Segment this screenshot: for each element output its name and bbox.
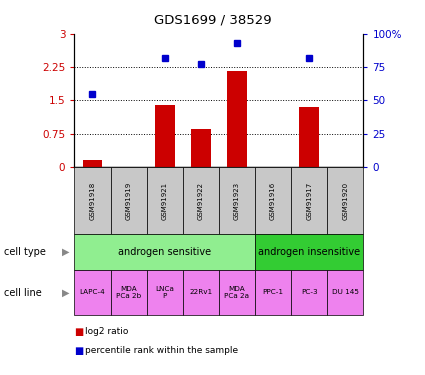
- Text: GSM91920: GSM91920: [342, 182, 348, 220]
- Text: PPC-1: PPC-1: [263, 290, 283, 296]
- Text: ■: ■: [74, 327, 84, 337]
- Text: androgen sensitive: androgen sensitive: [118, 247, 211, 257]
- Text: LAPC-4: LAPC-4: [79, 290, 105, 296]
- Text: androgen insensitive: androgen insensitive: [258, 247, 360, 257]
- Text: PC-3: PC-3: [301, 290, 317, 296]
- Text: DU 145: DU 145: [332, 290, 359, 296]
- Text: MDA
PCa 2b: MDA PCa 2b: [116, 286, 141, 299]
- Bar: [191, 129, 211, 167]
- Bar: [155, 105, 175, 167]
- Text: GSM91917: GSM91917: [306, 182, 312, 220]
- Text: percentile rank within the sample: percentile rank within the sample: [85, 346, 238, 355]
- Text: LNCa
P: LNCa P: [155, 286, 174, 299]
- Text: ▶: ▶: [62, 288, 70, 297]
- Text: GSM91923: GSM91923: [234, 182, 240, 220]
- Text: GSM91918: GSM91918: [89, 182, 96, 220]
- Text: 22Rv1: 22Rv1: [189, 290, 212, 296]
- Text: GDS1699 / 38529: GDS1699 / 38529: [154, 13, 271, 26]
- Bar: [299, 107, 319, 167]
- Text: GSM91919: GSM91919: [125, 182, 132, 220]
- Text: log2 ratio: log2 ratio: [85, 327, 128, 336]
- Text: cell type: cell type: [4, 247, 46, 257]
- Text: MDA
PCa 2a: MDA PCa 2a: [224, 286, 249, 299]
- Bar: [82, 160, 102, 167]
- Text: ▶: ▶: [62, 247, 70, 257]
- Text: ■: ■: [74, 346, 84, 355]
- Bar: [227, 72, 247, 167]
- Text: GSM91922: GSM91922: [198, 182, 204, 220]
- Text: cell line: cell line: [4, 288, 42, 297]
- Text: GSM91916: GSM91916: [270, 182, 276, 220]
- Text: GSM91921: GSM91921: [162, 182, 168, 220]
